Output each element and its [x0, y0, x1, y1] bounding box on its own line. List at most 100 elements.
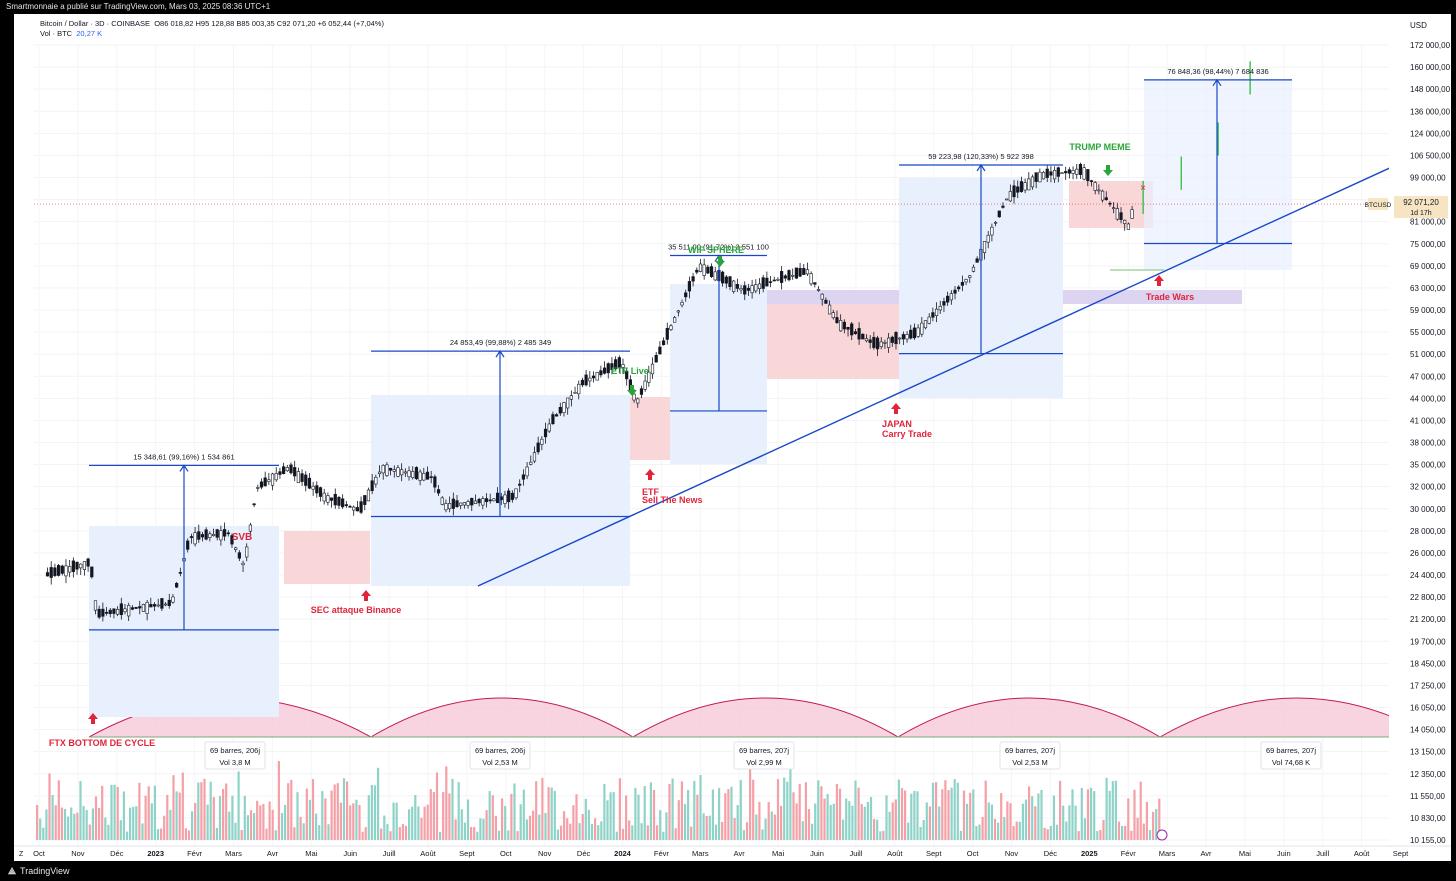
candle-body [101, 608, 105, 617]
candle-body [1012, 185, 1016, 198]
volume-bar [1049, 826, 1052, 840]
candle-body [968, 275, 972, 278]
volume-bar [414, 795, 417, 840]
volume-bar [70, 807, 73, 840]
candle-body [894, 332, 898, 345]
candle-body [669, 325, 673, 330]
corner-z-label: Z [19, 851, 24, 858]
candle-body [425, 471, 430, 480]
time-tick-label: Août [420, 849, 436, 858]
volume-bar [147, 786, 150, 840]
volume-bar [377, 767, 380, 840]
volume-bar [150, 803, 153, 840]
volume-bar [45, 809, 48, 840]
time-tick-label: Mai [1239, 849, 1251, 858]
candle-body [975, 258, 979, 263]
candle-body [861, 333, 865, 340]
measure-box-5 [1144, 80, 1292, 270]
volume-label[interactable]: Vol · BTC [40, 29, 73, 38]
candle-body [274, 473, 278, 481]
candle-body [1104, 197, 1108, 201]
price-tick-label: 13 150,00 [1410, 748, 1446, 757]
volume-bar [972, 789, 975, 840]
volume-bar [367, 795, 370, 840]
candle-body [259, 481, 264, 488]
volume-bar [392, 802, 395, 840]
volume-bar [1040, 789, 1043, 840]
volume-bar [125, 831, 129, 840]
volume-bar [76, 812, 79, 840]
candle-body [304, 474, 308, 486]
price-tick-label: 38 000,00 [1410, 439, 1446, 448]
drawings[interactable] [34, 78, 1419, 631]
volume-bar [907, 822, 910, 840]
volume-bar [1059, 780, 1062, 840]
candle-body [879, 341, 883, 348]
volume-bar [851, 805, 854, 840]
volume-bar [445, 766, 448, 840]
volume-bar [925, 802, 928, 840]
volume-bar [1074, 805, 1077, 840]
annotations: 15 348,61 (99,16%) 1 534 861 24 853,49 (9… [49, 67, 1322, 770]
volume-bar [135, 806, 138, 840]
candle-body [459, 502, 463, 506]
volume-bar [845, 798, 848, 840]
candle-body [215, 529, 219, 538]
volume-bar [110, 784, 113, 840]
symbol-title[interactable]: Bitcoin / Dollar · 3D · COINBASE [40, 19, 151, 28]
price-tick-label: 18 450,00 [1410, 659, 1446, 668]
volume-bar [792, 792, 795, 840]
volume-bar [838, 788, 842, 840]
candle-body [846, 327, 850, 330]
volume-bar [820, 786, 823, 840]
volume-bar [550, 787, 553, 840]
volume-bar [516, 831, 519, 840]
time-tick-label: Sept [1393, 849, 1409, 858]
volume-bar [101, 785, 104, 840]
chart-panel[interactable]: 15 348,61 (99,16%) 1 534 861 24 853,49 (9… [14, 14, 1451, 861]
price-chart[interactable]: 15 348,61 (99,16%) 1 534 861 24 853,49 (9… [14, 14, 1451, 861]
volume-bar [60, 807, 63, 840]
volume-bar [315, 813, 318, 840]
time-tick-label: Juill [849, 849, 862, 858]
candle-body [1115, 208, 1119, 220]
candle-body [934, 308, 939, 316]
candle-body [178, 572, 182, 574]
candle-body [333, 493, 337, 506]
volume-bar [88, 824, 91, 840]
volume-bar [1055, 824, 1059, 840]
time-tick-label: Avr [734, 849, 746, 858]
price-tick-label: 44 000,00 [1410, 394, 1446, 403]
volume-bar [386, 824, 389, 840]
candle-body [436, 489, 441, 494]
time-tick-label: Nov [538, 849, 552, 858]
candle-body [418, 471, 422, 481]
publish-header: Smartmonnaie a publié sur TradingView.co… [0, 0, 1456, 14]
volume-bar [578, 823, 581, 840]
candle-body [60, 565, 64, 574]
volume-bar [284, 804, 287, 840]
ftx-label: FTX BOTTOM DE CYCLE [49, 738, 155, 748]
candle-body [724, 276, 728, 284]
price-tick-label: 17 250,00 [1410, 681, 1446, 690]
candle-body [503, 494, 507, 504]
time-tick-label: Oct [967, 849, 980, 858]
candle-body [957, 286, 961, 290]
volume-bar [510, 793, 513, 840]
price-tick-label: 75 000,00 [1410, 240, 1446, 249]
axes[interactable]: USD 172 000,00 160 000,00 148 000,00 136 000… [14, 14, 1451, 861]
candle-body [400, 469, 404, 476]
volume-bar [218, 796, 222, 840]
candle-body [573, 392, 577, 394]
volume-bar [767, 802, 770, 840]
time-tick-label: 2024 [614, 849, 632, 858]
price-tick-label: 148 000,00 [1410, 85, 1451, 94]
candle-body [942, 301, 946, 306]
volume-bar [473, 827, 476, 840]
volume-bar [615, 831, 618, 840]
cycle-arcs [88, 697, 1436, 738]
volume-bar [488, 791, 491, 840]
volume-bar [187, 830, 191, 840]
footer-bar: ⟁ TradingView [0, 861, 1456, 881]
price-tick-label: 81 000,00 [1410, 218, 1446, 227]
